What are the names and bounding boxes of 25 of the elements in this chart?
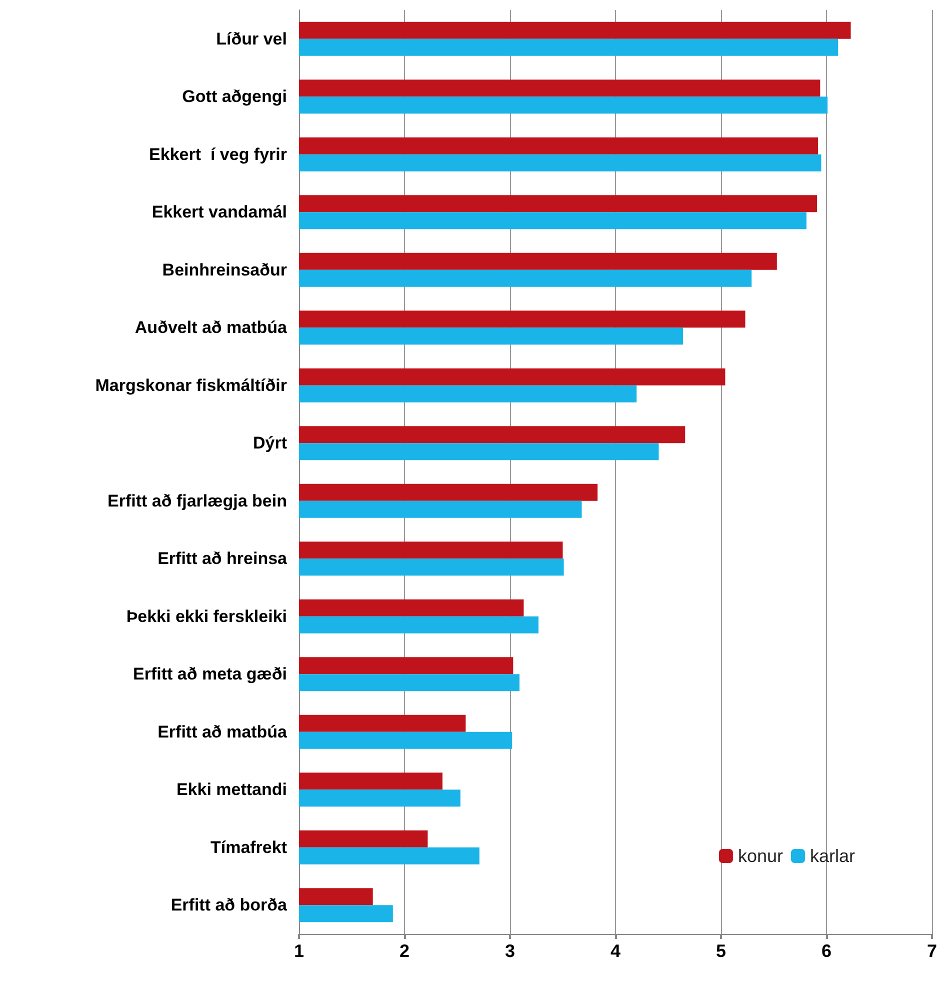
y-tick-label: Beinhreinsaður (162, 260, 288, 280)
x-tick-label: 2 (399, 941, 410, 961)
y-tick-label: Gott aðgengi (182, 87, 287, 106)
y-tick-label: Erfitt að borða (170, 896, 288, 915)
y-tick-label: Tímafrekt (210, 838, 288, 857)
y-tick-label: Erfitt að meta gæði (133, 664, 287, 684)
x-tick-label: 3 (504, 941, 516, 961)
y-tick-label: Margskonar fiskmáltíðir (95, 376, 288, 395)
legend-label: konur (738, 846, 783, 866)
x-tick-label: 4 (610, 941, 621, 961)
x-tick-label: 6 (821, 941, 832, 961)
x-tick-label: 7 (926, 941, 937, 961)
y-tick-label: Ekkert í veg fyrir (149, 144, 288, 164)
legend-label: karlar (810, 846, 856, 866)
y-tick-label: Erfitt að hreinsa (158, 549, 288, 568)
y-tick-label: Líður vel (216, 29, 287, 48)
x-tick-label: 5 (716, 941, 726, 961)
y-tick-label: Þekki ekki ferskleiki (126, 606, 287, 626)
y-tick-label: Ekkert vandamál (152, 202, 287, 222)
y-tick-label: Auðvelt að matbúa (134, 318, 288, 338)
y-tick-label: Erfitt að fjarlægja bein (108, 491, 287, 510)
x-tick-label: 1 (294, 941, 304, 961)
y-tick-label: Ekki mettandi (176, 780, 287, 800)
y-tick-label: Dýrt (252, 434, 288, 453)
y-tick-label: Erfitt að matbúa (158, 722, 288, 742)
